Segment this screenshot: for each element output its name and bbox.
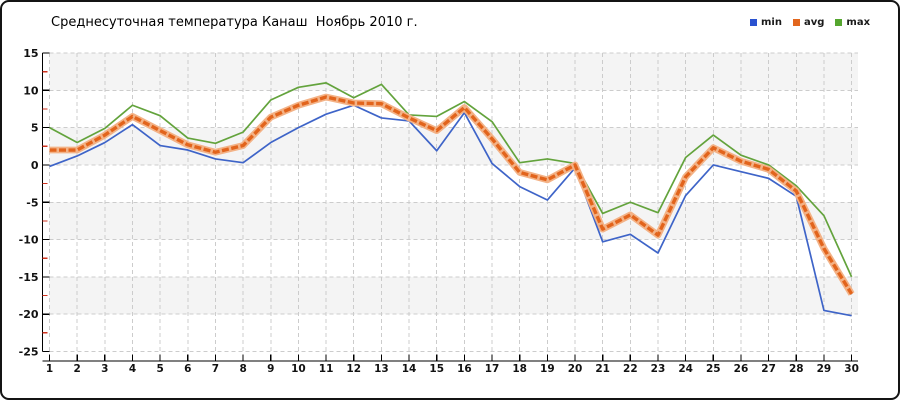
min-swatch-icon	[750, 19, 757, 26]
x-tick-label: 28	[789, 363, 804, 375]
x-tick-label: 30	[844, 363, 859, 375]
x-tick-label: 24	[678, 363, 693, 375]
x-tick-label: 23	[651, 363, 666, 375]
legend-item-min: min	[750, 17, 782, 28]
y-tick-label: 15	[23, 47, 38, 60]
y-tick-label: -20	[19, 308, 39, 321]
legend-label-avg: avg	[803, 17, 825, 28]
x-tick-label: 19	[540, 363, 555, 375]
legend-label-min: min	[761, 17, 782, 28]
x-tick-label: 8	[239, 363, 246, 375]
x-tick-label: 1	[46, 363, 53, 375]
x-tick-label: 6	[184, 363, 191, 375]
y-tick-label: -15	[19, 271, 39, 284]
max-series-line	[49, 81, 853, 278]
y-tick-label: 10	[23, 84, 39, 97]
plot-band	[49, 53, 858, 91]
avg-series-halo	[49, 93, 855, 296]
x-tick-label: 9	[267, 363, 274, 375]
x-tick-label: 22	[623, 363, 638, 375]
y-tick-label: 0	[31, 159, 39, 172]
legend-item-max: max	[835, 17, 870, 28]
x-tick-label: 7	[212, 363, 219, 375]
x-tick-label: 27	[761, 363, 776, 375]
x-tick-label: 10	[291, 363, 306, 375]
legend-item-avg: avg	[792, 17, 825, 28]
x-tick-label: 18	[512, 363, 527, 375]
x-tick-label: 2	[74, 363, 81, 375]
x-tick-label: 3	[101, 363, 108, 375]
x-tick-label: 16	[457, 363, 472, 375]
y-tick-label: 5	[31, 122, 39, 135]
x-tick-label: 29	[817, 363, 832, 375]
x-tick-label: 25	[706, 363, 721, 375]
plot-band	[49, 202, 858, 240]
y-tick-label: -25	[19, 346, 39, 359]
y-tick-label: -5	[26, 196, 38, 209]
avg-series-line	[49, 95, 854, 295]
x-tick-label: 5	[156, 363, 163, 375]
x-tick-label: 17	[485, 363, 500, 375]
avg-swatch-icon	[792, 19, 800, 26]
legend-label-max: max	[846, 17, 871, 28]
x-tick-label: 11	[319, 363, 334, 375]
legend: min avg max	[750, 17, 870, 28]
x-tick-label: 12	[346, 363, 361, 375]
x-tick-label: 15	[429, 363, 444, 375]
y-tick-label: -10	[19, 234, 39, 247]
min-series-line	[49, 104, 852, 317]
x-tick-label: 26	[734, 363, 749, 375]
max-swatch-icon	[835, 19, 843, 26]
plot-band	[49, 276, 858, 315]
chart-title: Среднесуточная температура Канаш Ноябрь …	[51, 15, 418, 30]
x-tick-label: 13	[374, 363, 389, 375]
x-tick-label: 14	[402, 363, 417, 375]
x-tick-label: 21	[595, 363, 610, 375]
x-tick-label: 4	[129, 363, 136, 375]
x-tick-label: 20	[568, 363, 583, 375]
